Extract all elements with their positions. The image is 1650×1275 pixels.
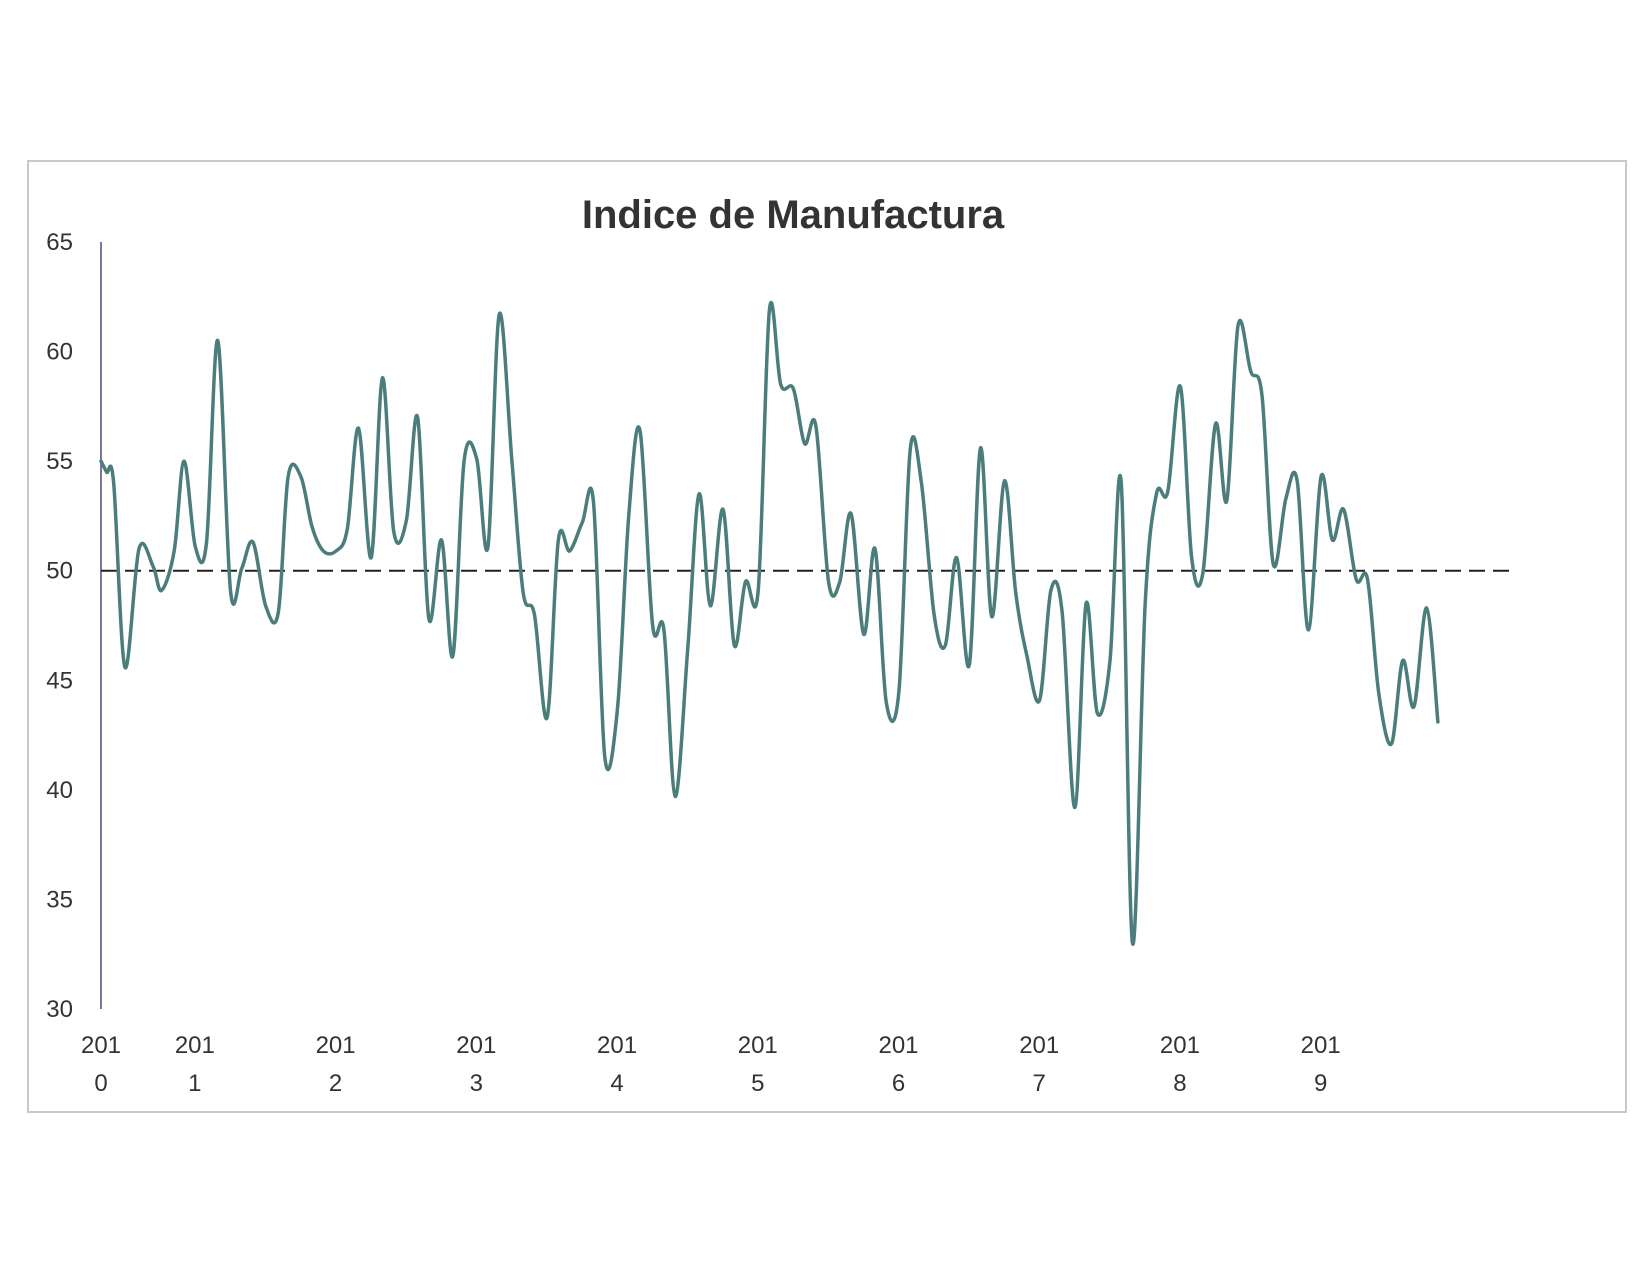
y-tick-label: 45 [46, 667, 73, 694]
x-tick-label: 201 3 [456, 1032, 496, 1097]
x-tick-label: 201 9 [1301, 1032, 1341, 1097]
x-tick-label: 201 4 [597, 1032, 637, 1097]
y-tick-label: 55 [46, 448, 73, 475]
x-tick-label: 201 0 [81, 1032, 121, 1097]
y-tick-label: 35 [46, 886, 73, 913]
chart-title: Indice de Manufactura [582, 193, 1005, 237]
series-group [99, 300, 1440, 946]
y-tick-label: 65 [46, 229, 73, 256]
chart-frame: Indice de Manufactura 65 60 55 50 45 40 35 30 2… [27, 160, 1627, 1113]
x-tick-label: 201 6 [878, 1032, 918, 1097]
series-line [99, 300, 1440, 946]
x-tick-label: 201 7 [1019, 1032, 1059, 1097]
x-tick-label: 201 5 [738, 1032, 778, 1097]
y-axis: 65 60 55 50 45 40 35 30 [46, 229, 102, 1023]
y-tick-label: 30 [46, 996, 73, 1023]
x-tick-label: 201 2 [316, 1032, 356, 1097]
x-axis: 201 0 201 1 201 2 201 3 201 4 201 5 201 6 201 7 201 8 201 9 [81, 1032, 1341, 1097]
x-tick-label: 201 8 [1160, 1032, 1200, 1097]
y-tick-label: 60 [46, 339, 73, 366]
y-tick-label: 40 [46, 777, 73, 804]
x-tick-label: 201 1 [175, 1032, 215, 1097]
chart-svg: Indice de Manufactura 65 60 55 50 45 40 35 30 2… [46, 193, 1515, 1097]
y-tick-label: 50 [46, 558, 73, 585]
